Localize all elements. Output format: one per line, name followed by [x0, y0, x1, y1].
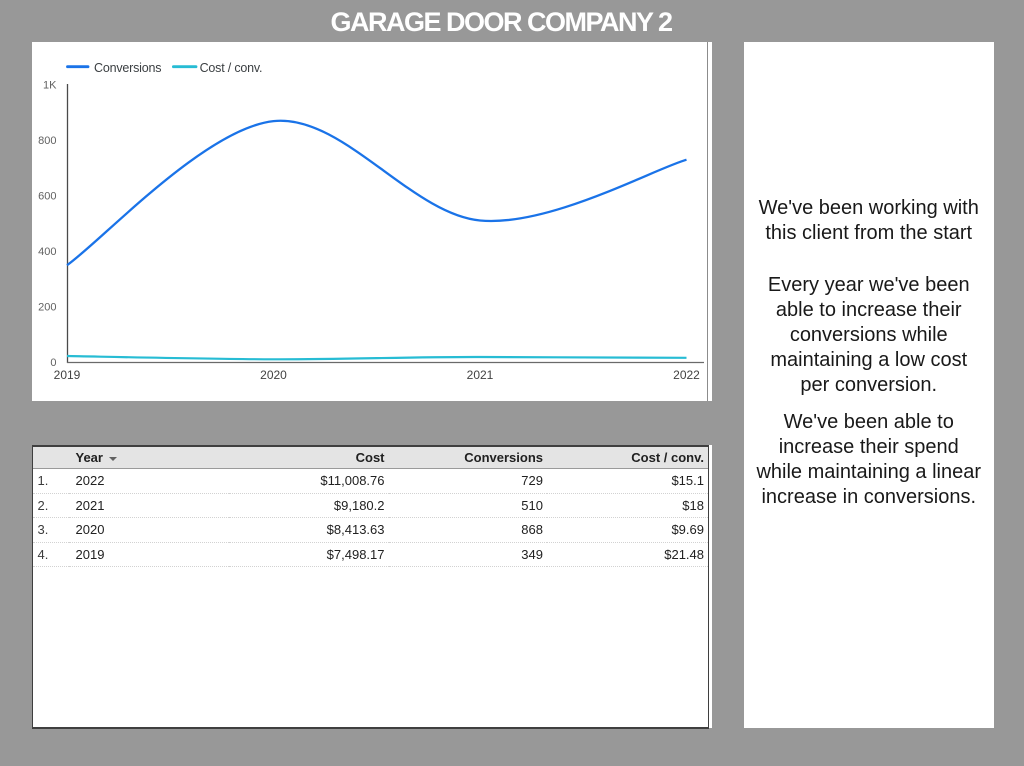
svg-text:Cost / conv.: Cost / conv.	[200, 60, 263, 74]
svg-text:600: 600	[38, 190, 56, 202]
svg-text:400: 400	[38, 245, 56, 257]
svg-text:2019: 2019	[54, 367, 81, 381]
svg-text:1K: 1K	[43, 79, 57, 91]
svg-text:2021: 2021	[467, 367, 494, 381]
svg-text:2022: 2022	[673, 367, 700, 381]
svg-text:2020: 2020	[260, 367, 287, 381]
svg-text:200: 200	[38, 301, 56, 313]
svg-text:800: 800	[38, 134, 56, 146]
svg-text:Conversions: Conversions	[94, 60, 161, 74]
svg-text:0: 0	[50, 356, 56, 368]
